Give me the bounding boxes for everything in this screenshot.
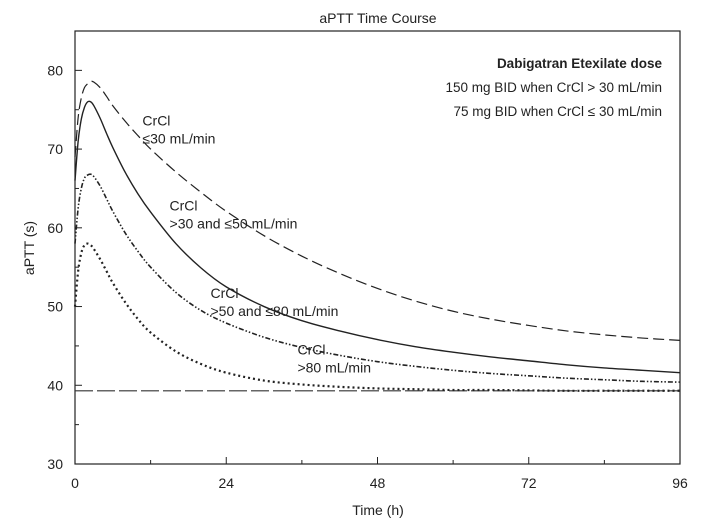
series-label-3: CrCl >50 and ≤80 mL/min	[210, 285, 338, 319]
series-label-1: CrCl ≤30 mL/min	[142, 112, 215, 146]
x-tick-label: 96	[672, 475, 688, 491]
series-label-2: CrCl >30 and ≤50 mL/min	[170, 197, 298, 231]
y-tick-label: 60	[47, 220, 63, 236]
y-tick-label: 40	[47, 377, 63, 393]
legend-line-2: 75 mg BID when CrCl ≤ 30 mL/min	[454, 104, 662, 119]
x-tick-label: 0	[71, 475, 79, 491]
y-tick-label: 50	[47, 299, 63, 315]
series-line-4	[73, 242, 680, 392]
y-tick-label: 30	[47, 456, 63, 472]
series-line-3	[74, 173, 681, 383]
plot-frame	[74, 30, 681, 465]
legend-line-1: 150 mg BID when CrCl > 30 mL/min	[446, 80, 662, 95]
x-tick-label: 72	[521, 475, 537, 491]
series-label-4: CrCl >80 mL/min	[297, 342, 371, 376]
legend: Dabigatran Etexilate dose 150 mg BID whe…	[446, 56, 663, 119]
y-tick-label: 80	[47, 62, 63, 78]
x-tick-label: 48	[370, 475, 386, 491]
series-line-2	[74, 100, 681, 374]
legend-title: Dabigatran Etexilate dose	[497, 56, 663, 71]
x-axis-title: Time (h)	[352, 502, 404, 518]
x-tick-label: 24	[218, 475, 234, 491]
y-tick-label: 70	[47, 141, 63, 157]
chart-title: aPTT Time Course	[319, 10, 436, 26]
y-axis-title: aPTT (s)	[21, 221, 37, 275]
